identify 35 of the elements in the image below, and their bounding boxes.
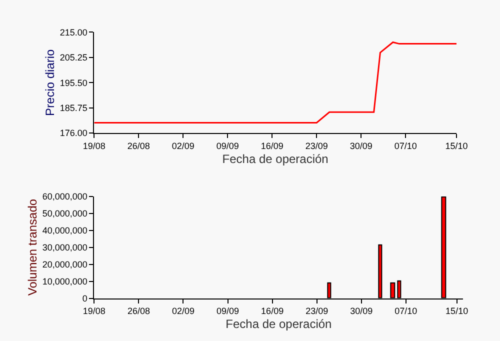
x-tick-label: 16/09 (260, 140, 284, 151)
x-tick-label: 19/08 (82, 306, 106, 316)
x-tick-label: 26/08 (127, 306, 150, 316)
x-tick-label: 23/09 (306, 306, 328, 316)
y-tick-label: 40,000,000 (42, 225, 88, 236)
x-tick-label: 15/10 (445, 140, 468, 151)
x-axis-title: Fecha de operación (222, 152, 328, 166)
y-tick-label: 215.00 (60, 27, 88, 38)
y-tick-label: 205.25 (60, 52, 88, 63)
line-series (94, 41, 456, 124)
x-tick-label: 02/09 (172, 140, 194, 151)
x-tick-label: 19/08 (82, 140, 106, 151)
x-tick-label: 30/09 (350, 306, 373, 316)
y-tick-label: 20,000,000 (42, 259, 88, 270)
x-tick-label: 26/08 (127, 140, 150, 151)
y-tick-label: 176.00 (60, 128, 88, 138)
x-tick-label: 09/09 (216, 140, 239, 151)
x-axis-title: Fecha de operación (226, 316, 332, 331)
y-tick-label: 30,000,000 (42, 242, 88, 252)
x-tick-label: 23/09 (305, 140, 328, 151)
x-tick-label: 16/09 (261, 306, 284, 316)
y-tick-label: 0 (82, 293, 88, 304)
x-tick-label: 07/10 (394, 306, 418, 316)
x-tick-label: 09/09 (216, 306, 240, 316)
y-tick-label: 50,000,000 (42, 208, 88, 218)
y-tick-label: 185.75 (60, 103, 88, 114)
x-tick-label: 02/09 (172, 306, 195, 316)
y-tick-label: 10,000,000 (42, 276, 88, 286)
x-tick-label: 30/09 (350, 140, 372, 151)
x-tick-label: 07/10 (394, 140, 417, 151)
y-tick-label: 195.50 (60, 78, 88, 88)
y-axis-title: Precio diario (43, 48, 58, 116)
y-axis-title: Volumen transado (26, 198, 40, 296)
x-tick-label: 15/10 (446, 306, 468, 316)
y-tick-label: 60,000,000 (42, 191, 88, 202)
